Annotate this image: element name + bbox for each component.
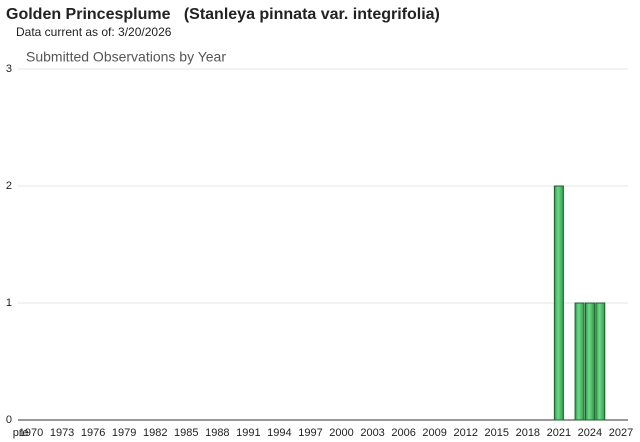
- x-tick-label: 2021: [547, 427, 571, 439]
- bar: [584, 302, 595, 421]
- x-tick-label: 2000: [329, 427, 353, 439]
- y-tick-label: 0: [6, 414, 12, 426]
- x-tick-label: 1988: [205, 427, 229, 439]
- y-tick-label: 3: [6, 63, 12, 75]
- x-tick-label: 1982: [143, 427, 167, 439]
- bar: [574, 302, 585, 421]
- x-tick-label: pre: [13, 427, 29, 439]
- x-tick-label: 2009: [422, 427, 446, 439]
- x-tick-label: 2024: [578, 427, 602, 439]
- page-title: Golden Princesplume (Stanleya pinnata va…: [6, 6, 440, 23]
- y-tick-label: 2: [6, 180, 12, 192]
- x-tick-label: 2027: [609, 427, 633, 439]
- x-tick-label: 1994: [267, 427, 291, 439]
- x-tick-label: 2015: [485, 427, 509, 439]
- x-tick-label: 2012: [453, 427, 477, 439]
- x-tick-label: 1970: [19, 427, 43, 439]
- x-tick-label: 2003: [360, 427, 384, 439]
- chart-title: Submitted Observations by Year: [26, 49, 226, 65]
- x-tick-label: 1985: [174, 427, 198, 439]
- x-tick-label: 1979: [112, 427, 136, 439]
- x-tick-label: 1976: [81, 427, 105, 439]
- x-tick-label: 1997: [298, 427, 322, 439]
- x-tick-label: 2006: [391, 427, 415, 439]
- x-tick-label: 1991: [236, 427, 260, 439]
- y-tick-label: 1: [6, 297, 12, 309]
- x-tick-label: 1973: [50, 427, 74, 439]
- bar: [595, 302, 606, 421]
- bar: [553, 185, 564, 421]
- x-tick-label: 2018: [516, 427, 540, 439]
- page-subtitle: Data current as of: 3/20/2026: [16, 25, 172, 39]
